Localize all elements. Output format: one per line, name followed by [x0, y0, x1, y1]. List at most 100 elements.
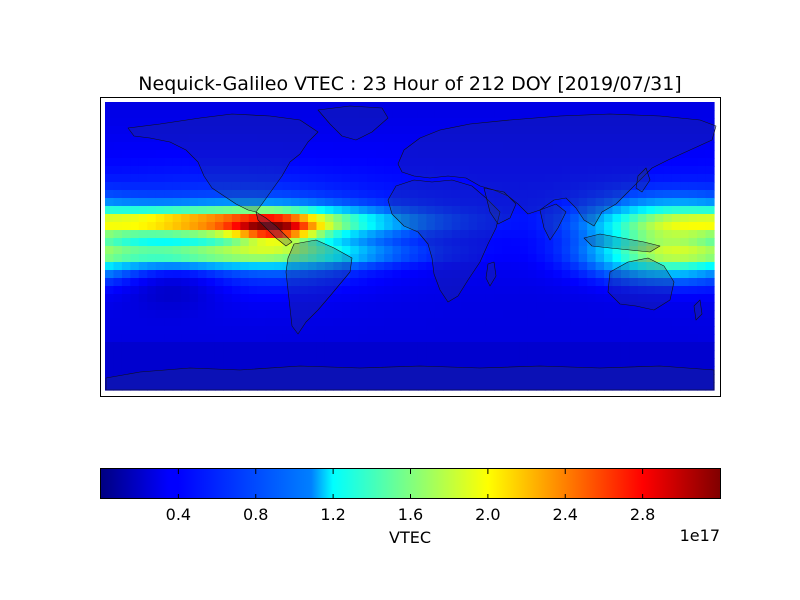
heatmap-cell: [274, 246, 284, 255]
heatmap-cell: [570, 214, 580, 223]
heatmap-cell: [443, 310, 453, 319]
heatmap-cell: [367, 358, 377, 367]
heatmap-cell: [223, 222, 233, 231]
heatmap-cell: [189, 374, 199, 383]
heatmap-cell: [637, 294, 647, 303]
heatmap-cell: [654, 126, 664, 135]
heatmap-cell: [705, 182, 715, 191]
heatmap-cell: [189, 294, 199, 303]
heatmap-cell: [553, 126, 563, 135]
heatmap-cell: [578, 318, 588, 327]
heatmap-cell: [451, 254, 461, 263]
heatmap-cell: [527, 382, 537, 391]
heatmap-cell: [172, 254, 182, 263]
heatmap-cell: [341, 158, 351, 167]
heatmap-cell: [198, 286, 208, 295]
heatmap-cell: [113, 286, 123, 295]
heatmap-cell: [367, 102, 377, 111]
heatmap-cell: [519, 286, 529, 295]
heatmap-cell: [561, 246, 571, 255]
heatmap-cell: [198, 326, 208, 335]
heatmap-cell: [417, 206, 428, 215]
heatmap-cell: [536, 358, 546, 367]
heatmap-cell: [443, 126, 453, 135]
heatmap-cell: [544, 310, 554, 319]
heatmap-cell: [426, 158, 436, 167]
heatmap-cell: [392, 270, 402, 279]
heatmap-cell: [527, 150, 537, 159]
heatmap-cell: [527, 222, 537, 231]
heatmap-cell: [527, 118, 537, 127]
heatmap-cell: [198, 166, 208, 175]
heatmap-cell: [697, 382, 707, 391]
heatmap-cell: [519, 318, 529, 327]
heatmap-cell: [147, 278, 157, 287]
heatmap-cell: [113, 374, 123, 383]
heatmap-cell: [223, 134, 233, 143]
heatmap-cell: [333, 198, 343, 207]
heatmap-cell: [121, 278, 131, 287]
heatmap-cell: [291, 134, 301, 143]
heatmap-cell: [477, 246, 487, 255]
heatmap-cell: [697, 262, 707, 271]
heatmap-cell: [646, 182, 656, 191]
heatmap-cell: [367, 286, 377, 295]
heatmap-cell: [434, 278, 444, 287]
heatmap-cell: [282, 230, 292, 239]
heatmap-cell: [527, 262, 537, 271]
heatmap-cell: [612, 342, 622, 351]
heatmap-cell: [350, 174, 360, 183]
heatmap-cell: [587, 366, 597, 375]
heatmap-cell: [680, 246, 690, 255]
heatmap-cell: [637, 198, 647, 207]
india-outline: [539, 203, 567, 241]
heatmap-cell: [519, 310, 529, 319]
heatmap-cell: [231, 166, 241, 175]
heatmap-cell: [291, 342, 301, 351]
heatmap-cell: [654, 270, 664, 279]
heatmap-cell: [654, 286, 664, 295]
heatmap-cell: [265, 342, 275, 351]
heatmap-cell: [536, 126, 546, 135]
heatmap-cell: [333, 310, 343, 319]
heatmap-cell: [409, 278, 419, 287]
heatmap-cell: [620, 230, 631, 239]
heatmap-cell: [384, 302, 394, 311]
heatmap-cell: [105, 214, 115, 223]
heatmap-cell: [265, 110, 275, 119]
heatmap-cell: [511, 270, 521, 279]
heatmap-cell: [130, 342, 140, 351]
heatmap-cell: [654, 110, 664, 119]
heatmap-cell: [189, 270, 199, 279]
heatmap-cell: [214, 318, 225, 327]
heatmap-cell: [291, 246, 301, 255]
heatmap-cell: [434, 142, 444, 151]
heatmap-cell: [417, 326, 428, 335]
heatmap-cell: [130, 262, 140, 271]
heatmap-cell: [223, 102, 233, 111]
heatmap-cell: [620, 366, 631, 375]
heatmap-cell: [536, 374, 546, 383]
heatmap-cell: [181, 190, 191, 199]
heatmap-cell: [527, 182, 537, 191]
heatmap-cell: [223, 342, 233, 351]
heatmap-cell: [138, 118, 148, 127]
heatmap-cell: [561, 286, 571, 295]
heatmap-cell: [477, 238, 487, 247]
heatmap-cell: [612, 230, 622, 239]
heatmap-cell: [308, 270, 318, 279]
heatmap-cell: [375, 142, 385, 151]
heatmap-cell: [654, 150, 664, 159]
heatmap-cell: [671, 174, 681, 183]
heatmap-cell: [697, 198, 707, 207]
heatmap-cell: [375, 222, 385, 231]
heatmap-cell: [147, 166, 157, 175]
heatmap-cell: [663, 366, 673, 375]
heatmap-cell: [705, 222, 715, 231]
heatmap-cell: [189, 222, 199, 231]
heatmap-cell: [274, 358, 284, 367]
heatmap-cell: [688, 150, 698, 159]
heatmap-cell: [291, 374, 301, 383]
heatmap-cell: [206, 278, 216, 287]
heatmap-cell: [494, 230, 504, 239]
